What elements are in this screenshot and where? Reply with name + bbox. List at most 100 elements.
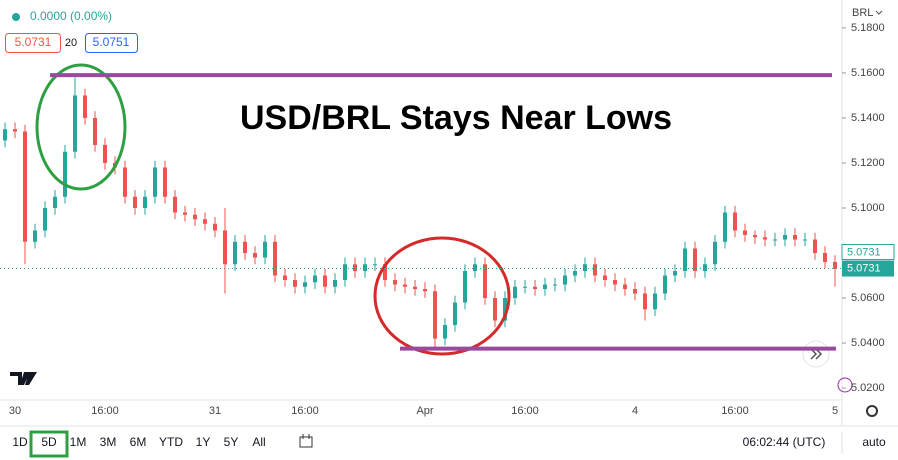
candle-body [283, 275, 287, 281]
ask-text: 5.0751 [93, 35, 130, 49]
candle-body [543, 284, 547, 290]
candle-body [803, 239, 807, 241]
candle-body [823, 253, 827, 263]
candle-body [503, 298, 507, 321]
candle-body [303, 282, 307, 287]
y-tick-label: 5.1000 [851, 202, 885, 214]
candle-body [793, 235, 797, 240]
candle-body [353, 264, 357, 272]
last-price-label: 5.0731 [847, 262, 881, 274]
y-tick-label: 5.0200 [851, 382, 885, 394]
candle-body [473, 264, 477, 272]
candle-body [53, 196, 57, 208]
ask-box[interactable] [85, 33, 138, 53]
x-tick-label: 31 [209, 405, 221, 417]
event-icon[interactable] [837, 377, 853, 393]
candle-body [173, 196, 177, 213]
candle-body [223, 230, 227, 265]
bid-box[interactable] [5, 33, 61, 53]
candle-body [703, 264, 707, 272]
x-tick-label: 16:00 [291, 405, 319, 417]
candle-body [273, 241, 277, 276]
candle-body [733, 212, 737, 231]
candle-body [373, 264, 377, 266]
candle-body [263, 241, 267, 258]
candle-body [683, 248, 687, 272]
candle-body [323, 275, 327, 287]
y-tick-label: 5.1400 [851, 112, 885, 124]
candle-body [33, 230, 37, 242]
candle-body [463, 271, 467, 303]
candle-body [333, 280, 337, 287]
candle-body [213, 223, 217, 231]
candle-body [153, 167, 157, 197]
x-tick-label: Apr [416, 405, 433, 417]
candle-body [623, 284, 627, 290]
candle-body [133, 196, 137, 208]
candle-body [313, 275, 317, 283]
candle-body [43, 207, 47, 231]
candle-body [613, 280, 617, 285]
highlight-ellipse [35, 63, 127, 191]
candle-body [163, 167, 167, 197]
range-button[interactable]: 5D [41, 435, 57, 449]
candle-body [193, 214, 197, 220]
chart-title: USD/BRL Stays Near Lows [240, 99, 672, 137]
x-tick-label: 16:00 [91, 405, 119, 417]
candle-body [813, 239, 817, 254]
range-button[interactable]: YTD [159, 435, 183, 449]
candle-body [403, 284, 407, 287]
spread-text: 20 [65, 37, 77, 49]
candle-body [783, 235, 787, 240]
candle-body [583, 264, 587, 272]
candle-body [143, 196, 147, 208]
candle-body [93, 117, 97, 145]
range-button[interactable]: 1M [70, 435, 87, 449]
range-button[interactable]: 1D [12, 435, 28, 449]
currency-label[interactable]: BRL [852, 7, 873, 19]
y-tick-label: 5.0400 [851, 337, 885, 349]
candle-body [23, 131, 27, 242]
candle-body [13, 129, 17, 132]
candle-body [363, 264, 367, 272]
candle-body [63, 151, 67, 197]
range-button[interactable]: 1Y [196, 435, 211, 449]
range-button[interactable]: 5Y [224, 435, 239, 449]
candle-body [343, 264, 347, 281]
candle-body [743, 230, 747, 236]
highlight-ellipse [373, 236, 511, 356]
range-button[interactable]: All [252, 435, 265, 449]
y-tick-label: 5.1600 [851, 67, 885, 79]
bid-text: 5.0731 [15, 35, 52, 49]
candle-body [563, 275, 567, 285]
range-button[interactable]: 6M [130, 435, 147, 449]
candle-body [243, 241, 247, 254]
range-button[interactable]: 3M [100, 435, 117, 449]
y-tick-label: 5.0600 [851, 292, 885, 304]
candle-body [603, 275, 607, 281]
currency-caret [875, 10, 883, 15]
plot [3, 77, 837, 348]
close-label-box [841, 244, 895, 261]
scale-mode[interactable]: auto [862, 435, 886, 449]
candle-body [453, 302, 457, 326]
candle-body [423, 289, 427, 292]
candle-body [413, 286, 417, 290]
candle-body [653, 293, 657, 310]
candle-body [713, 241, 717, 265]
date-range-icon[interactable] [299, 434, 313, 448]
clock: 06:02:44 (UTC) [743, 435, 826, 449]
candle-body [753, 235, 757, 238]
logo [10, 372, 37, 385]
y-tick-label: 5.1200 [851, 157, 885, 169]
change-text: 0.0000 (0.00%) [30, 9, 112, 23]
settings-icon[interactable] [866, 405, 878, 417]
candle-body [183, 212, 187, 215]
candle-body [773, 239, 777, 241]
candle-body [73, 95, 77, 152]
candle-body [233, 241, 237, 265]
candle-body [393, 280, 397, 285]
candle-body [633, 289, 637, 294]
